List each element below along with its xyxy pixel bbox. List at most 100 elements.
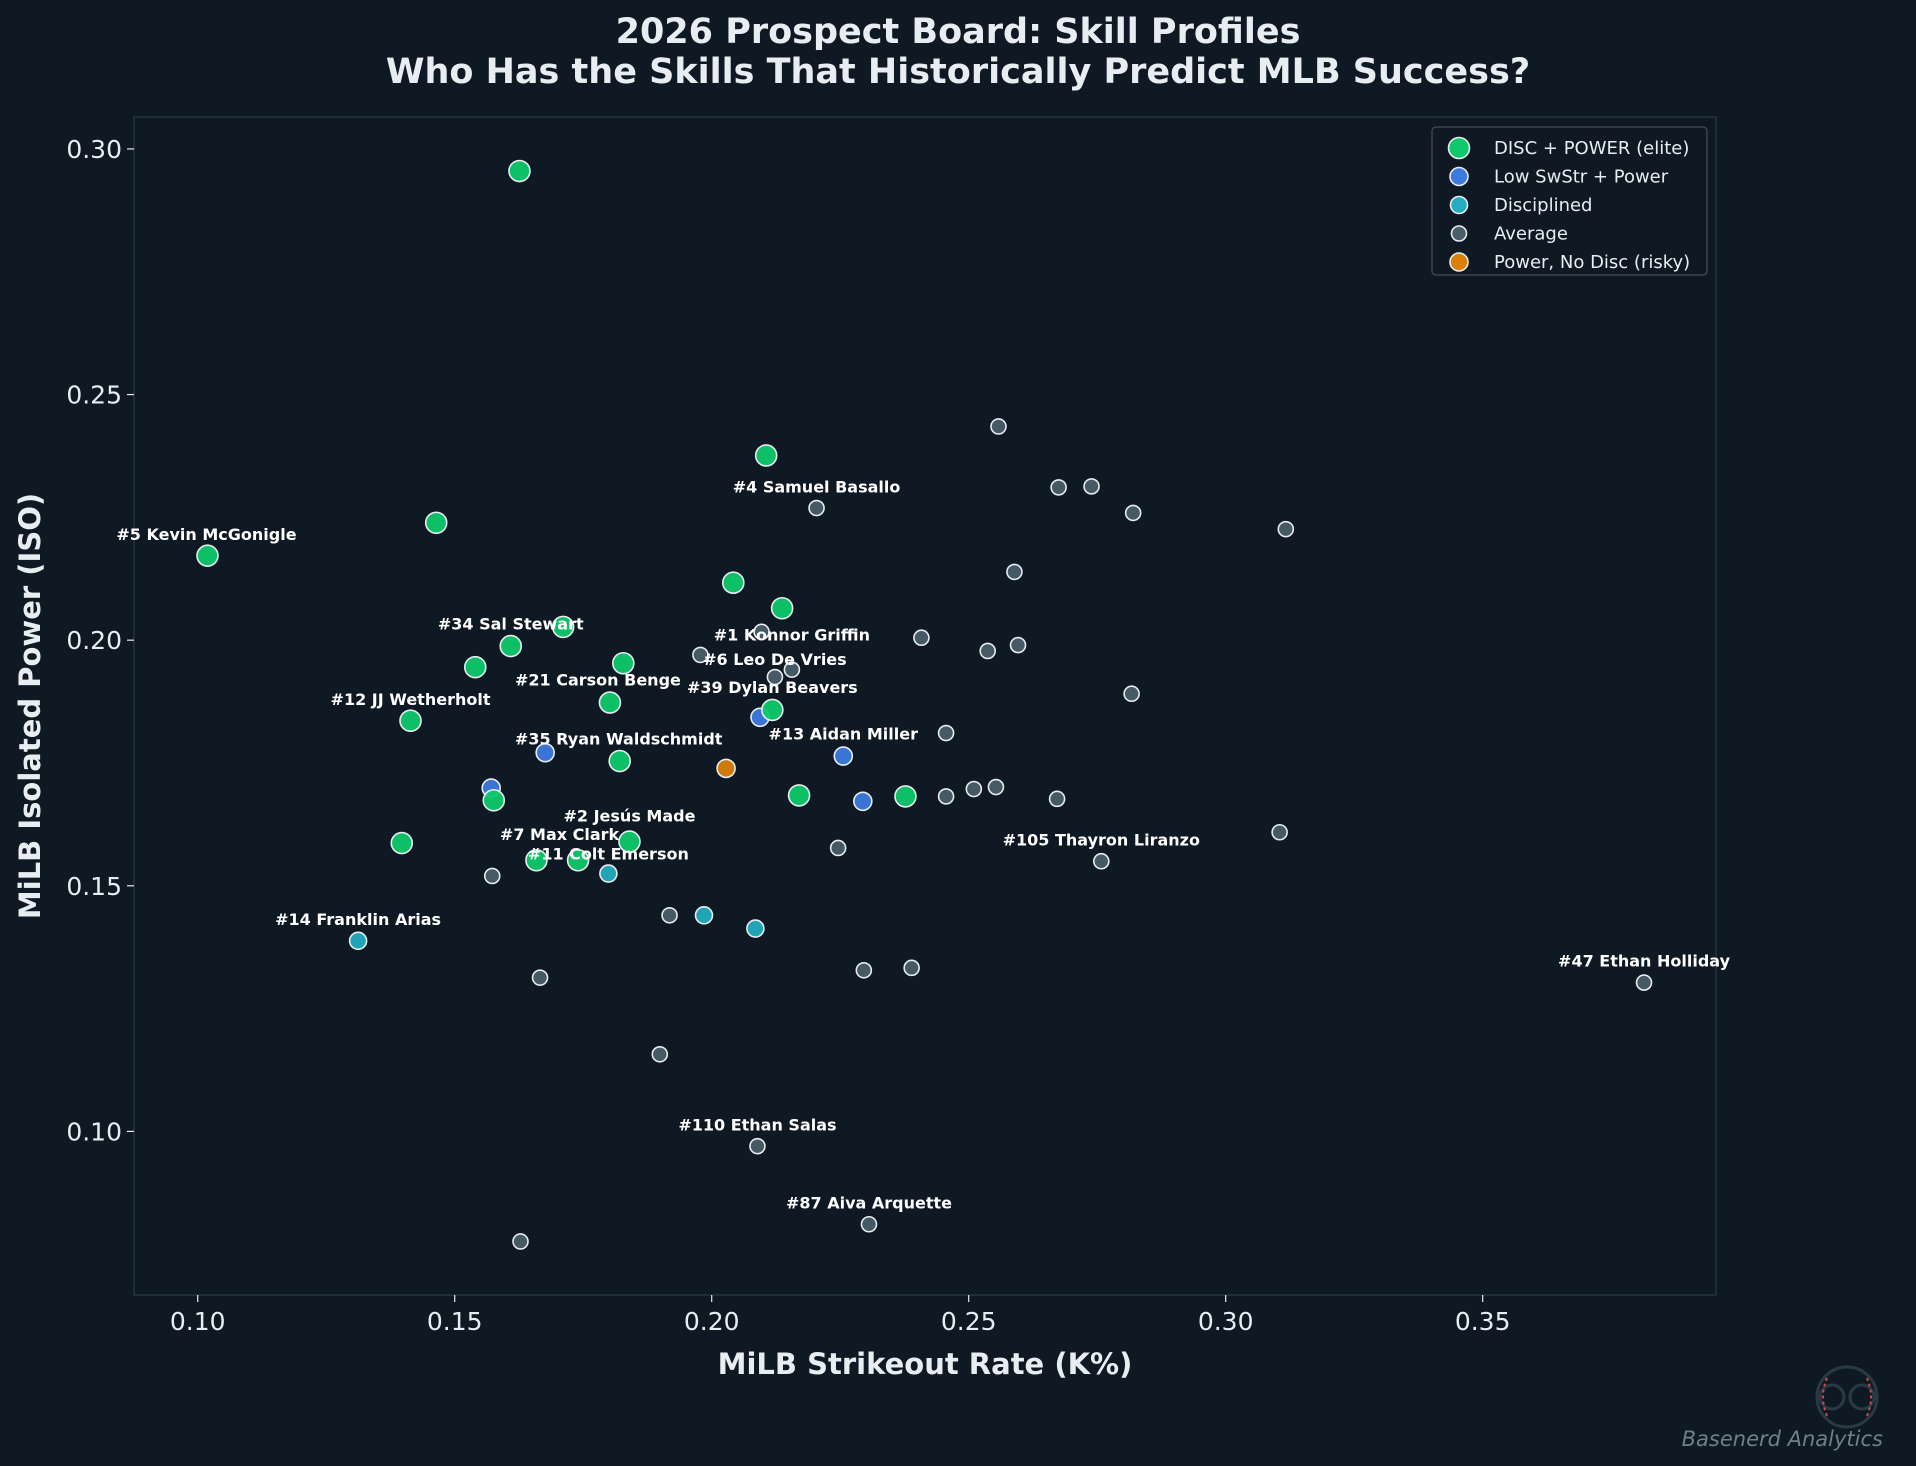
data-point [661, 906, 678, 924]
legend-label: Low SwStr + Power [1494, 167, 1669, 188]
data-point [463, 655, 487, 679]
data-point [894, 785, 917, 808]
data-point [1123, 685, 1140, 703]
x-axis-label: MiLB Strikeout Rate (K%) [718, 1347, 1133, 1381]
point-annotation: #39 Dylan Beavers [687, 678, 858, 697]
y-axis-label: MiLB Isolated Power (ISO) [13, 493, 47, 919]
point-annotation: #35 Ryan Waldschmidt [515, 729, 723, 748]
data-point [716, 758, 736, 779]
legend: DISC + POWER (elite) Low SwStr + Power Dis… [1431, 126, 1708, 276]
data-point [753, 623, 770, 641]
legend-marker [1449, 252, 1469, 272]
data-point [829, 839, 847, 857]
data-point [903, 959, 920, 977]
data-point [937, 788, 955, 805]
plot-frame [133, 116, 1717, 1296]
data-point [913, 629, 930, 647]
data-point [937, 724, 955, 742]
data-point [1048, 790, 1066, 808]
data-point [1271, 823, 1288, 841]
data-point [535, 742, 555, 763]
legend-marker [1450, 225, 1468, 242]
data-point [787, 784, 811, 807]
data-point [979, 642, 997, 660]
y-tick-label: 0.20 [66, 626, 122, 655]
point-annotation: #2 Jesús Made [563, 806, 695, 825]
data-point [965, 780, 983, 798]
x-tick-label: 0.30 [1198, 1307, 1254, 1336]
data-point [853, 791, 873, 812]
y-tick-label: 0.25 [66, 381, 122, 410]
point-annotation: #87 Aiva Arquette [786, 1194, 952, 1213]
data-point [651, 1045, 669, 1063]
point-annotation: #21 Carson Benge [515, 670, 681, 689]
point-annotation: #1 Konnor Griffin [714, 626, 870, 645]
data-point [512, 1233, 529, 1250]
data-point [525, 848, 548, 872]
data-point [531, 969, 549, 986]
legend-marker [1449, 166, 1469, 187]
y-tick-label: 0.10 [66, 1117, 122, 1146]
data-point [721, 571, 745, 594]
point-annotation: #14 Franklin Arias [275, 910, 441, 929]
point-annotation: #6 Leo De Vries [703, 650, 847, 669]
chart-title: 2026 Prospect Board: Skill Profiles [616, 12, 1301, 52]
data-point [598, 691, 622, 714]
legend-marker [1447, 136, 1471, 160]
point-annotation: #47 Ethan Holliday [1558, 951, 1731, 970]
data-point [761, 698, 784, 722]
baseball-stitches [1822, 1377, 1872, 1417]
data-point [766, 668, 784, 686]
data-point [608, 749, 632, 773]
data-point [860, 1215, 878, 1233]
data-point [1006, 563, 1023, 581]
x-tick-label: 0.15 [427, 1307, 483, 1336]
data-point [770, 596, 794, 620]
data-point [1635, 974, 1653, 991]
data-point [399, 709, 422, 733]
data-point [483, 867, 501, 885]
legend-label: Power, No Disc (risky) [1494, 252, 1690, 273]
data-point [348, 931, 368, 951]
point-annotation: #7 Max Clark [500, 825, 620, 844]
data-point [833, 746, 854, 766]
data-point [566, 848, 590, 872]
data-point [196, 544, 219, 567]
data-point [611, 651, 635, 675]
y-tick-label: 0.30 [66, 135, 122, 164]
legend-marker [1449, 195, 1469, 215]
data-point [1092, 852, 1110, 870]
data-point [599, 864, 618, 883]
data-point [754, 444, 778, 467]
data-point [1009, 636, 1027, 654]
baseball-glasses-icon [1815, 1365, 1879, 1429]
data-point [508, 159, 531, 183]
glasses-right-lens [1848, 1383, 1876, 1411]
data-point [749, 1137, 766, 1155]
x-tick-label: 0.10 [170, 1307, 226, 1336]
point-annotation: #34 Sal Stewart [438, 614, 584, 633]
x-tick-label: 0.20 [684, 1307, 740, 1336]
data-point [692, 646, 709, 664]
data-point [990, 418, 1007, 435]
data-point [808, 499, 825, 517]
data-point [694, 905, 714, 925]
data-point [499, 634, 523, 658]
data-point [482, 789, 506, 812]
data-point [1050, 479, 1067, 496]
point-annotation: #5 Kevin McGonigle [116, 525, 296, 544]
data-point [551, 615, 575, 639]
point-annotation: #105 Thayron Liranzo [1003, 831, 1200, 850]
x-tick-label: 0.25 [941, 1307, 997, 1336]
data-point [390, 831, 414, 855]
legend-label: DISC + POWER (elite) [1494, 138, 1689, 159]
watermark-text: Basenerd Analytics [1682, 1427, 1883, 1451]
data-point [855, 961, 873, 979]
chart-subtitle: Who Has the Skills That Historically Pre… [386, 52, 1530, 92]
data-point [987, 778, 1005, 796]
point-annotation: #12 JJ Wetherholt [331, 690, 491, 709]
data-point [783, 661, 801, 678]
x-tick-label: 0.35 [1455, 1307, 1511, 1336]
glasses-left-lens [1818, 1383, 1846, 1411]
